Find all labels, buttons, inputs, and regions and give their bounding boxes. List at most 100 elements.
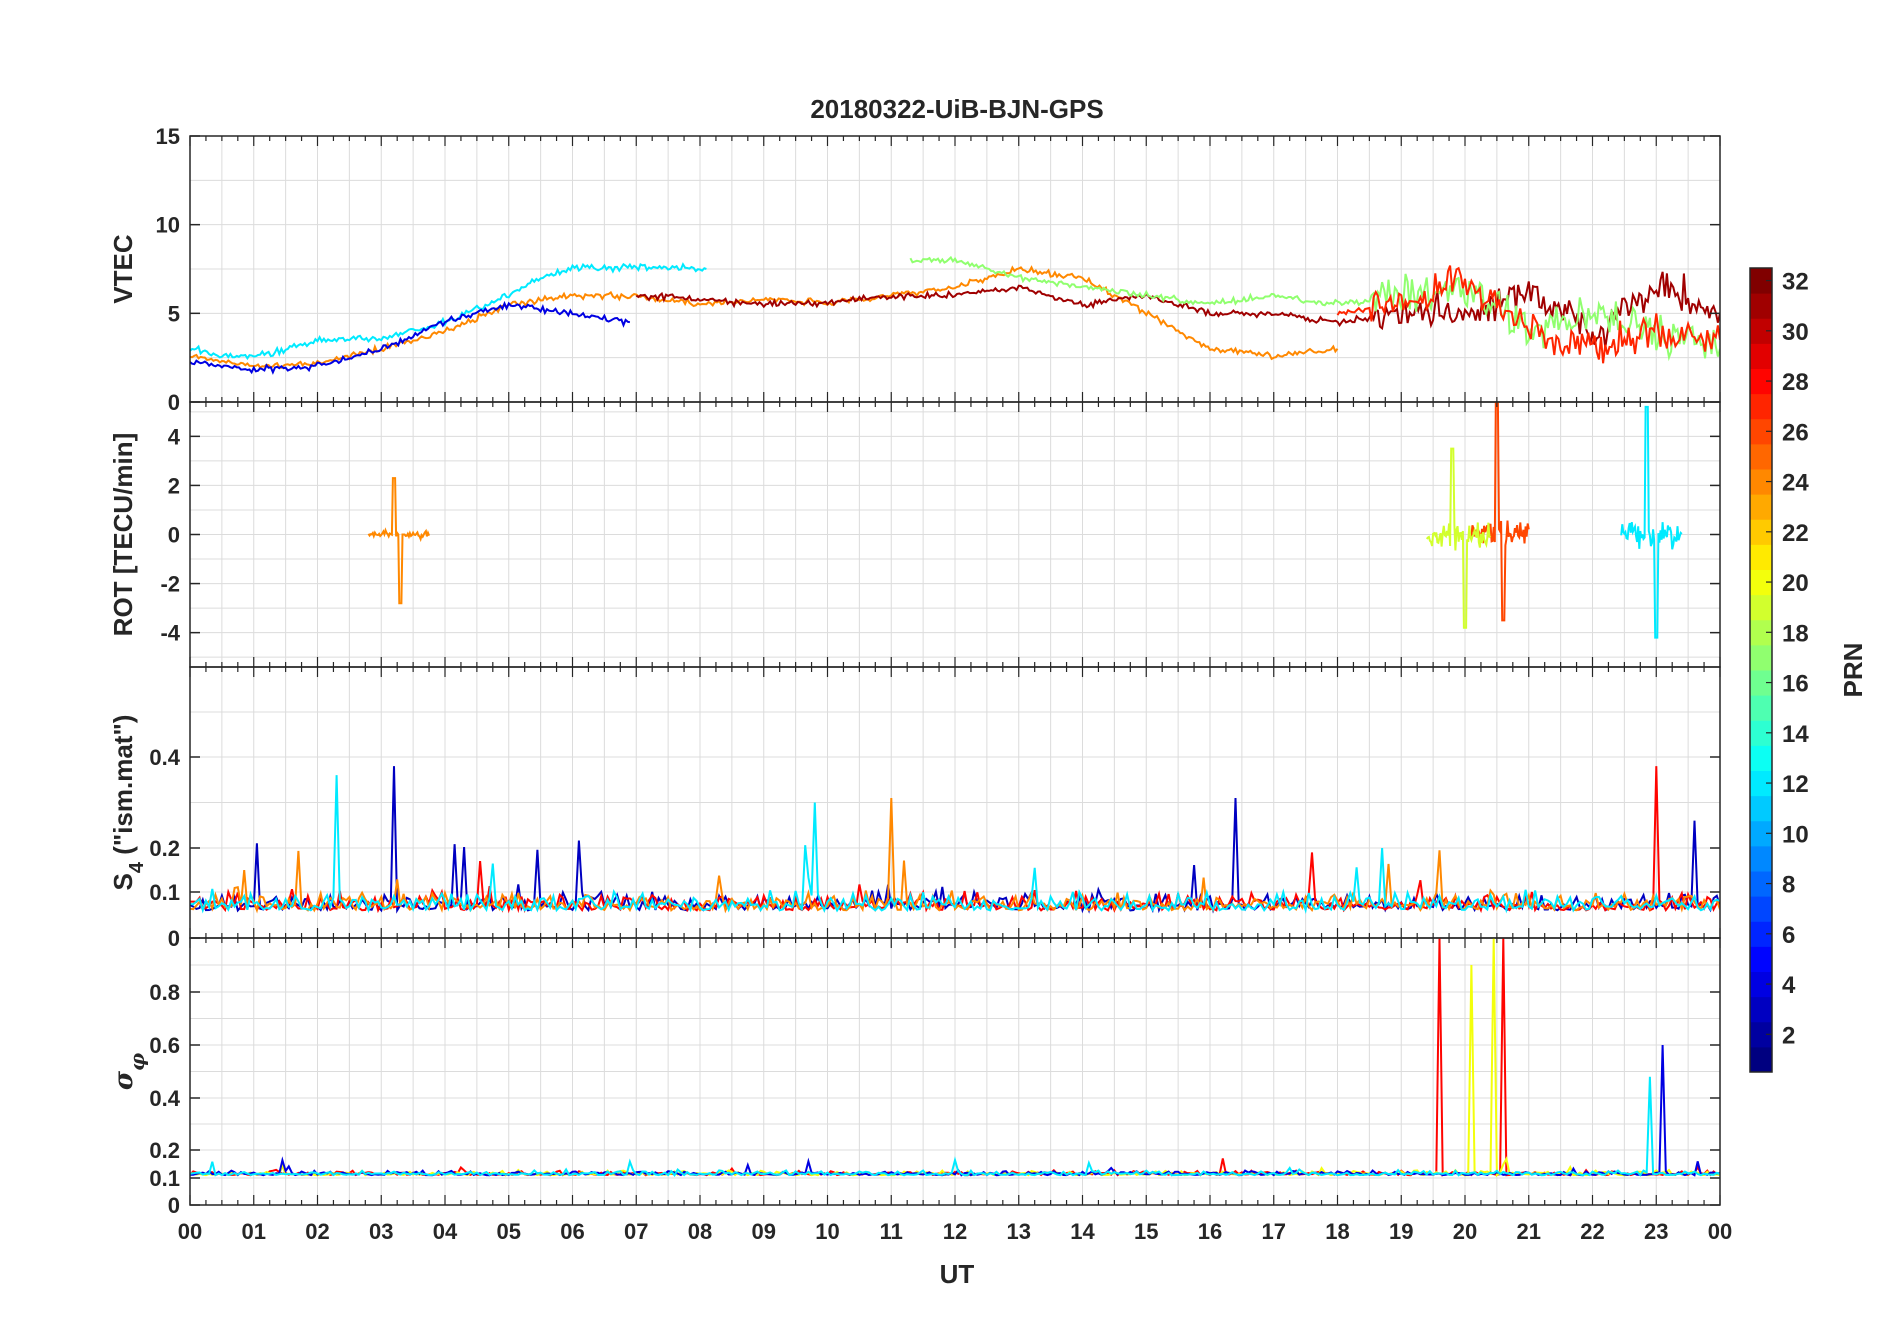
x-tick-label: 05 xyxy=(497,1219,521,1244)
colorbar-swatch xyxy=(1750,845,1772,872)
x-tick-label: 15 xyxy=(1134,1219,1158,1244)
x-tick-label: 00 xyxy=(178,1219,202,1244)
colorbar-swatch xyxy=(1750,318,1772,344)
y-tick-label: 0.4 xyxy=(149,1086,180,1111)
x-tick-label: 10 xyxy=(815,1219,839,1244)
colorbar-swatch xyxy=(1750,996,1772,1023)
panel-3: 0 0.1 0.2 0.4S4 ("ism.mat") xyxy=(108,666,1721,951)
colorbar-tick-label: 10 xyxy=(1782,821,1809,848)
x-tick-label: 22 xyxy=(1580,1219,1604,1244)
colorbar-swatch xyxy=(1750,519,1772,545)
x-tick-label: 04 xyxy=(433,1219,458,1244)
x-tick-label: 21 xyxy=(1517,1219,1541,1244)
colorbar-tick-label: 30 xyxy=(1782,319,1809,346)
y-tick-label: 0.8 xyxy=(149,980,180,1005)
series-prn-27 xyxy=(1336,265,1720,364)
colorbar-tick-label: 16 xyxy=(1782,671,1809,698)
y-tick-label: 4 xyxy=(168,424,181,449)
panel-4: 00.1 0.2 0.4 0.6 0.8 σφ 00 01 02 03 04 05 06 07 08 09 10… xyxy=(109,937,1732,1244)
series-prn-4 xyxy=(190,300,631,375)
colorbar-swatch xyxy=(1750,644,1772,671)
y-axis-label: S4 ("ism.mat") xyxy=(108,715,148,891)
series-group xyxy=(190,255,1720,375)
y-axis-label: σφ xyxy=(109,1053,149,1090)
colorbar-swatch xyxy=(1750,695,1772,721)
x-tick-label: 09 xyxy=(752,1219,776,1244)
series-group xyxy=(190,766,1720,915)
colorbar-tick-label: 20 xyxy=(1782,570,1809,597)
y-tick-label: 0 xyxy=(168,523,180,548)
x-tick-label: 20 xyxy=(1453,1219,1477,1244)
colorbar-frame xyxy=(1749,267,1773,1073)
colorbar-swatch xyxy=(1750,720,1772,746)
series-prn-12 xyxy=(190,1076,1720,1177)
colorbar-swatch xyxy=(1750,1046,1772,1073)
panel-1: 0 5 10 15 VTEC xyxy=(108,124,1721,415)
x-tick-label: 16 xyxy=(1198,1219,1222,1244)
colorbar-swatch xyxy=(1750,594,1772,621)
colorbar-tick-label: 4 xyxy=(1782,972,1796,999)
x-tick-label: 12 xyxy=(943,1219,967,1244)
colorbar-swatch xyxy=(1750,770,1772,797)
x-tick-label: 23 xyxy=(1644,1219,1668,1244)
colorbar-tick-label: 12 xyxy=(1782,771,1809,798)
colorbar-swatch xyxy=(1750,921,1772,947)
colorbar-swatch xyxy=(1750,946,1772,972)
colorbar-swatch xyxy=(1750,393,1772,420)
colorbar-swatch xyxy=(1750,745,1772,771)
y-tick-label: 0.1 xyxy=(149,880,180,905)
series-group xyxy=(367,402,1683,639)
colorbar-swatch xyxy=(1750,670,1772,696)
x-tick-label: 00 xyxy=(1708,1219,1732,1244)
x-tick-label: 19 xyxy=(1389,1219,1413,1244)
y-tick-label: 15 xyxy=(156,124,180,149)
y-tick-label: 0 xyxy=(168,390,180,415)
colorbar-swatch xyxy=(1750,795,1772,822)
x-tick-label: 14 xyxy=(1070,1219,1095,1244)
series-prn-17 xyxy=(909,255,1720,362)
colorbar-tick-label: 22 xyxy=(1782,520,1809,547)
colorbar-swatch xyxy=(1750,1021,1772,1048)
series-prn-12 xyxy=(1620,405,1683,639)
colorbar-swatch xyxy=(1750,368,1772,395)
colorbar-swatch xyxy=(1750,820,1772,847)
y-tick-label: 0.2 xyxy=(149,1138,180,1163)
y-axis-label: VTEC xyxy=(108,234,138,304)
x-tick-label: 18 xyxy=(1325,1219,1349,1244)
colorbar-label: PRN xyxy=(1838,643,1868,698)
y-tick-label: 0.6 xyxy=(149,1033,180,1058)
colorbar-swatch xyxy=(1750,343,1772,369)
colorbar-swatch xyxy=(1750,896,1772,922)
series-group xyxy=(190,938,1720,1178)
y-tick-label: 0.1 xyxy=(149,1166,180,1191)
y-axis-label: ROT [TECU/min] xyxy=(108,433,138,637)
series-prn-31 xyxy=(635,271,1720,348)
colorbar-swatch xyxy=(1750,494,1772,520)
colorbar-swatch xyxy=(1750,544,1772,570)
y-tick-label: 0.4 xyxy=(149,745,180,770)
y-tick-label: -2 xyxy=(160,572,180,597)
colorbar-tick-label: 28 xyxy=(1782,369,1809,396)
colorbar-tick-label: 6 xyxy=(1782,922,1795,949)
y-tick-label: 0 xyxy=(168,926,180,951)
x-tick-label: 01 xyxy=(242,1219,266,1244)
series-prn-19 xyxy=(1425,447,1492,629)
y-tick-label: 0.2 xyxy=(149,836,180,861)
colorbar-swatch xyxy=(1750,469,1772,495)
colorbar-swatch xyxy=(1750,871,1772,897)
colorbar-swatch xyxy=(1750,619,1772,646)
colorbar-swatch xyxy=(1750,293,1772,319)
x-tick-label: 17 xyxy=(1262,1219,1286,1244)
x-tick-label: 08 xyxy=(688,1219,712,1244)
x-tick-label: 03 xyxy=(369,1219,393,1244)
x-tick-label: 13 xyxy=(1007,1219,1031,1244)
colorbar-swatch xyxy=(1750,268,1772,294)
y-tick-label: -4 xyxy=(160,621,180,646)
y-tick-label: 2 xyxy=(168,473,180,498)
series-prn-24 xyxy=(367,477,431,605)
y-tick-label: 5 xyxy=(168,301,180,326)
y-tick-label: 0 xyxy=(168,1193,180,1218)
